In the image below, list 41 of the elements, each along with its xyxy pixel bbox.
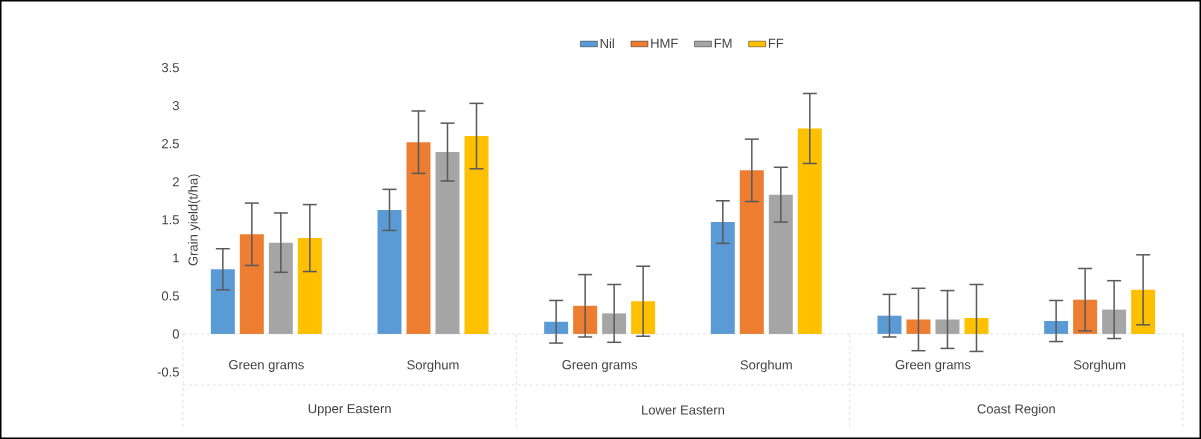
bar xyxy=(268,242,293,334)
x-tick-label: Sorghum xyxy=(407,359,459,373)
y-tick-label: 0.5 xyxy=(161,291,179,301)
bar xyxy=(935,319,960,334)
y-tick-label: 1.5 xyxy=(162,215,179,225)
bar xyxy=(710,222,735,334)
bar xyxy=(573,305,598,334)
y-axis-title: Grain yield(t/ha) xyxy=(188,174,201,266)
x-tick-label: Sorghum xyxy=(1073,359,1126,373)
y-tick-label: 0 xyxy=(172,329,179,339)
x-tick-label: Green grams xyxy=(562,360,638,372)
bar xyxy=(877,315,902,334)
bar xyxy=(435,152,460,334)
bar xyxy=(602,313,627,334)
y-tick-label: 3.5 xyxy=(161,63,179,73)
bar xyxy=(406,142,431,334)
x-tick-label: Sorghum xyxy=(740,359,792,373)
y-tick-label: 2 xyxy=(172,177,179,187)
bar xyxy=(797,128,822,334)
x-tick-label: Green grams xyxy=(895,360,971,372)
text: Lower Eastern xyxy=(642,405,725,415)
bar xyxy=(739,170,764,334)
bar xyxy=(464,136,489,334)
bar xyxy=(906,319,931,334)
y-tick-label: 3 xyxy=(172,101,179,111)
text: Coast Region xyxy=(977,403,1055,417)
legend-label: Nil xyxy=(600,38,614,48)
y-tick-label: 1 xyxy=(173,253,179,263)
legend-label: FF xyxy=(768,38,784,48)
bar xyxy=(297,238,322,334)
legend-label: FM xyxy=(714,38,732,48)
bar xyxy=(210,269,235,334)
x-tick-label: Green grams xyxy=(229,360,304,372)
text: Upper Eastern xyxy=(308,404,391,416)
bar xyxy=(239,234,264,334)
y-tick-label: -0.5 xyxy=(157,367,179,377)
y-tick-label: 2.5 xyxy=(162,139,179,149)
bar xyxy=(964,317,989,334)
bar xyxy=(377,209,402,334)
bar xyxy=(768,194,793,334)
legend-label: HMF xyxy=(651,38,678,48)
